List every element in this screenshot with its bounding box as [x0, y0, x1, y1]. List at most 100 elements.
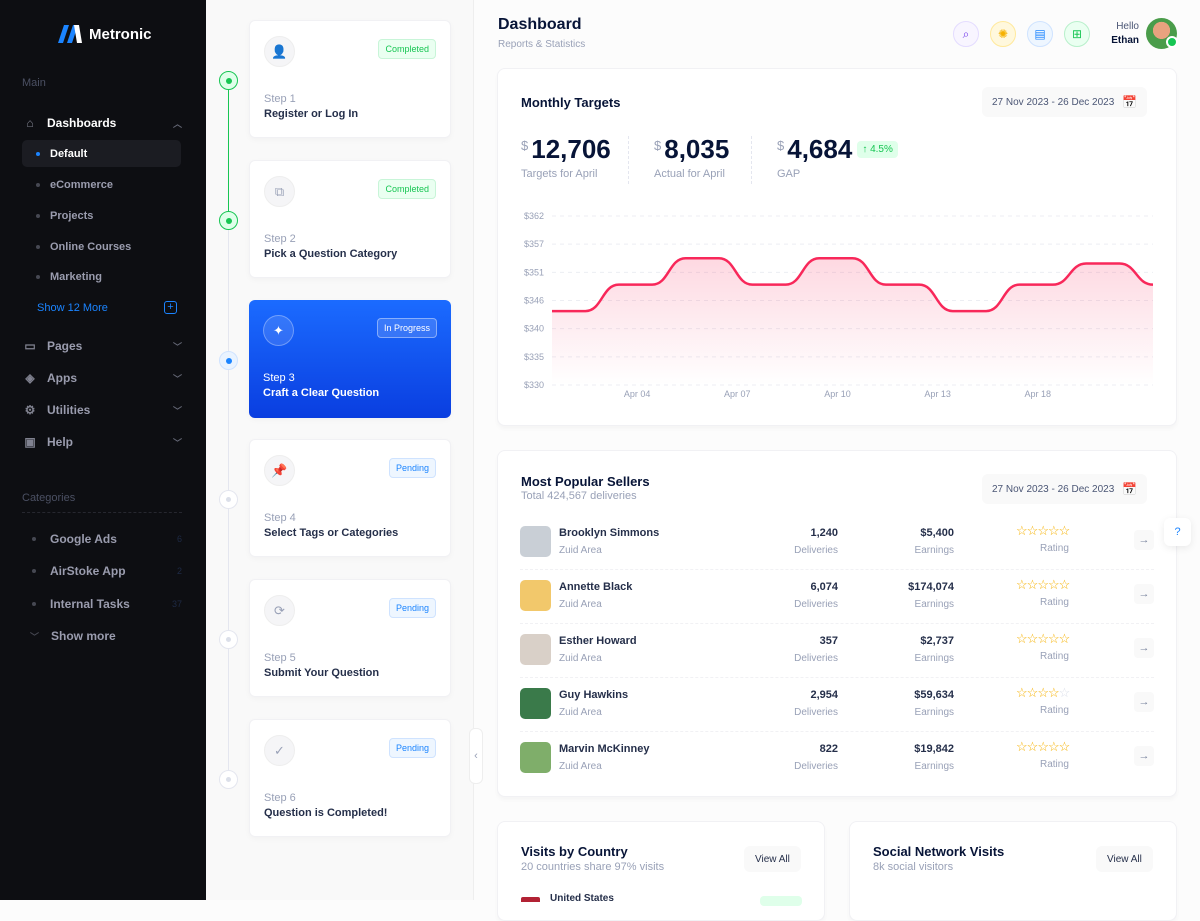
star-icon: ☆	[1047, 631, 1060, 646]
category-count: 2	[176, 566, 182, 576]
messages-button[interactable]: ▤	[1027, 21, 1053, 47]
deliveries-value: 6,074	[810, 581, 838, 593]
open-seller-button[interactable]: →	[1134, 584, 1154, 604]
y-tick-label: $362	[524, 211, 544, 221]
open-seller-button[interactable]: →	[1134, 530, 1154, 550]
search-icon: ⌕	[962, 26, 970, 41]
seller-name[interactable]: Esther Howard	[559, 635, 637, 647]
brand-logo[interactable]: Metronic	[57, 24, 152, 44]
sub-default[interactable]: Default	[22, 140, 181, 167]
open-seller-button[interactable]: →	[1134, 746, 1154, 766]
nav-utilities[interactable]: ⚙ Utilities ﹀	[22, 396, 182, 424]
apps-button[interactable]: ⊞	[1064, 21, 1090, 47]
step-number: Step 1	[264, 93, 296, 105]
visits-view-all-button[interactable]: View All	[744, 846, 801, 872]
date-range-picker[interactable]: 27 Nov 2023 - 26 Dec 2023 📅	[982, 87, 1148, 117]
step-card[interactable]: ✦ In Progress Step 3 Craft a Clear Quest…	[249, 300, 451, 418]
social-view-all-button[interactable]: View All	[1096, 846, 1153, 872]
step-title: Submit Your Question	[264, 667, 380, 679]
arrow-right-icon: →	[1138, 642, 1150, 654]
star-icon: ☆	[1047, 685, 1060, 700]
date-range-picker[interactable]: 27 Nov 2023 - 26 Dec 2023 📅	[982, 474, 1148, 504]
open-seller-button[interactable]: →	[1134, 692, 1154, 712]
step-card[interactable]: ⧉ Completed Step 2 Pick a Question Categ…	[249, 160, 451, 278]
seller-name[interactable]: Annette Black	[559, 581, 633, 593]
show-more-categories[interactable]: ﹀ Show more	[22, 629, 182, 643]
table-row: Guy Hawkins Zuid Area 2,954 Deliveries $…	[520, 678, 1154, 732]
step-card[interactable]: 📌 Pending Step 4 Select Tags or Categori…	[249, 439, 451, 557]
seller-area: Zuid Area	[559, 761, 602, 772]
monthly-targets-chart: $362 $357 $351 $346 $340 $335 $330 Apr 04 Apr 07…	[524, 211, 1154, 399]
user-name: Ethan	[1111, 35, 1139, 46]
star-icon: ☆	[1037, 685, 1049, 700]
star-icon: ☆	[1026, 685, 1039, 700]
step-number: Step 2	[264, 233, 296, 245]
bullet	[36, 274, 40, 279]
star-icon: ☆	[1016, 523, 1028, 538]
us-flag-icon	[521, 897, 540, 907]
table-row: Marvin McKinney Zuid Area 822 Deliveries…	[520, 732, 1154, 786]
arrow-right-icon: →	[1138, 534, 1150, 546]
step-card[interactable]: ✓ Pending Step 6 Question is Completed!	[249, 719, 451, 837]
home-icon: ⌂	[26, 116, 34, 130]
category-count: 6	[176, 534, 182, 544]
earnings-label: Earnings	[914, 761, 954, 772]
user-icon: 👤	[264, 36, 295, 67]
sub-projects[interactable]: Projects	[22, 202, 181, 229]
step-title: Craft a Clear Question	[263, 387, 380, 399]
seller-name[interactable]: Guy Hawkins	[559, 689, 629, 701]
earnings-value: $59,634	[914, 689, 954, 701]
sub-online-courses[interactable]: Online Courses	[22, 233, 181, 260]
metronic-logo-icon	[58, 25, 82, 43]
nav-help[interactable]: ▣ Help ﹀	[22, 428, 182, 456]
layers-icon: ◈	[25, 371, 35, 385]
kpi-targets: $12,706 Targets for April	[521, 134, 611, 180]
notifications-button[interactable]: ✺	[990, 21, 1016, 47]
page-subtitle: Reports & Statistics	[498, 39, 586, 50]
x-tick-label: Apr 13	[924, 389, 951, 399]
star-icon: ☆	[1016, 631, 1028, 646]
step-card[interactable]: ⟳ Pending Step 5 Submit Your Question	[249, 579, 451, 697]
category-airstoke-app[interactable]: AirStoke App 2	[22, 564, 182, 578]
y-tick-label: $351	[524, 267, 544, 277]
date-range-text: 27 Nov 2023 - 26 Dec 2023	[992, 96, 1115, 108]
sub-ecommerce[interactable]: eCommerce	[22, 171, 181, 198]
category-internal-tasks[interactable]: Internal Tasks 37	[22, 597, 182, 611]
show-12-more[interactable]: Show 12 More +	[22, 294, 181, 321]
star-icon: ☆	[1016, 685, 1028, 700]
search-button[interactable]: ⌕	[953, 21, 979, 47]
seller-avatar	[520, 580, 551, 611]
nav-pages[interactable]: ▭ Pages ﹀	[22, 332, 182, 360]
step-marker	[219, 211, 238, 230]
step-number: Step 5	[264, 652, 296, 664]
sub-marketing[interactable]: Marketing	[22, 263, 181, 290]
rating-stars: ☆☆☆☆☆	[1016, 739, 1071, 755]
deliveries-label: Deliveries	[794, 545, 838, 556]
table-row: Brooklyn Simmons Zuid Area 1,240 Deliver…	[520, 516, 1154, 570]
bullet	[36, 151, 40, 156]
section-main-label: Main	[22, 77, 46, 89]
nav-label: Utilities	[47, 403, 91, 417]
category-google-ads[interactable]: Google Ads 6	[22, 532, 182, 546]
collapse-panel-button[interactable]: ‹	[469, 728, 483, 784]
avatar[interactable]	[1146, 18, 1178, 49]
step-status-badge: Pending	[388, 598, 436, 618]
deliveries-value: 357	[819, 635, 838, 647]
earnings-label: Earnings	[914, 707, 954, 718]
seller-name[interactable]: Marvin McKinney	[559, 743, 650, 755]
timeline-line	[228, 80, 229, 780]
star-icon: ☆	[1058, 739, 1071, 754]
star-icon: ☆	[1016, 739, 1028, 754]
step-card[interactable]: 👤 Completed Step 1 Register or Log In	[249, 20, 451, 138]
social-subtitle: 8k social visitors	[873, 861, 954, 873]
open-seller-button[interactable]: →	[1134, 638, 1154, 658]
chevron-down-icon: ﹀	[30, 631, 40, 642]
seller-name[interactable]: Brooklyn Simmons	[559, 527, 660, 539]
show-more-label: Show 12 More	[37, 301, 108, 314]
check-circle-icon: ✓	[264, 735, 295, 766]
nav-dashboards[interactable]: ⌂ Dashboards ︿	[22, 109, 182, 137]
deliveries-value: 1,240	[810, 527, 838, 539]
deliveries-value: 822	[819, 743, 838, 755]
nav-apps[interactable]: ◈ Apps ﹀	[22, 364, 182, 392]
help-button[interactable]: ?	[1164, 518, 1191, 546]
